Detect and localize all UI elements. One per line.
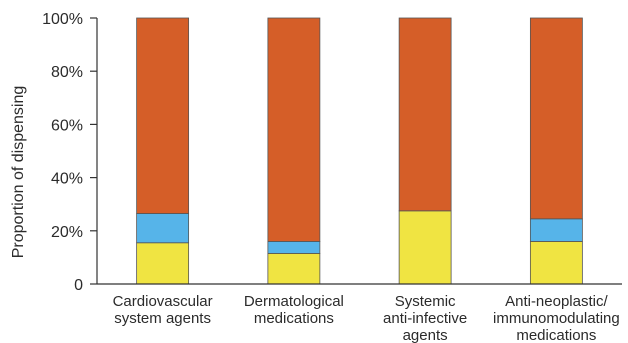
bar-segment: [136, 242, 190, 285]
x-category-label: Systemic anti-infective agents: [383, 293, 467, 343]
x-category-label: Dermatological medications: [244, 293, 344, 327]
bar-segment: [529, 241, 583, 285]
x-category-label: Anti-neoplastic/immunomodulating medicati…: [493, 293, 620, 343]
y-axis: 0 20% 40% 60% 80% 100%: [42, 11, 98, 294]
bar-segment: [136, 213, 190, 244]
bar-segment: [136, 17, 190, 214]
x-category-label: Cardiovascular system agents: [113, 293, 213, 327]
x-category-label-line: immunomodulating: [493, 310, 620, 327]
x-category-label-line: system agents: [114, 310, 211, 327]
x-category-label-line: medications: [516, 327, 596, 343]
x-category-label-line: Systemic: [395, 293, 456, 310]
y-tick-label: 100%: [42, 11, 83, 28]
y-tick-label: 60%: [51, 117, 83, 134]
x-category-label-line: agents: [403, 327, 448, 343]
bar-segment: [267, 241, 321, 254]
x-category-label-line: Cardiovascular: [113, 293, 213, 310]
bar-segment: [398, 17, 452, 212]
x-category-label-line: Dermatological: [244, 293, 344, 310]
x-category-label-line: anti-infective: [383, 310, 467, 327]
bar-segment: [529, 17, 583, 220]
y-axis-label: Proportion of dispensing: [10, 86, 27, 259]
x-category-label-line: Anti-neoplastic/: [505, 293, 608, 310]
y-tick-label: 40%: [51, 171, 83, 188]
x-category-label-line: medications: [254, 310, 334, 327]
y-tick-label: 0: [74, 277, 83, 294]
bar-segment: [267, 253, 321, 285]
y-tick-label: 20%: [51, 224, 83, 241]
bars: [136, 17, 583, 285]
bar-segment: [398, 210, 452, 285]
bar-segment: [267, 17, 321, 242]
y-tick-label: 80%: [51, 64, 83, 81]
x-axis: Cardiovascular system agents Dermatologica…: [97, 283, 622, 343]
bar-segment: [529, 218, 583, 242]
